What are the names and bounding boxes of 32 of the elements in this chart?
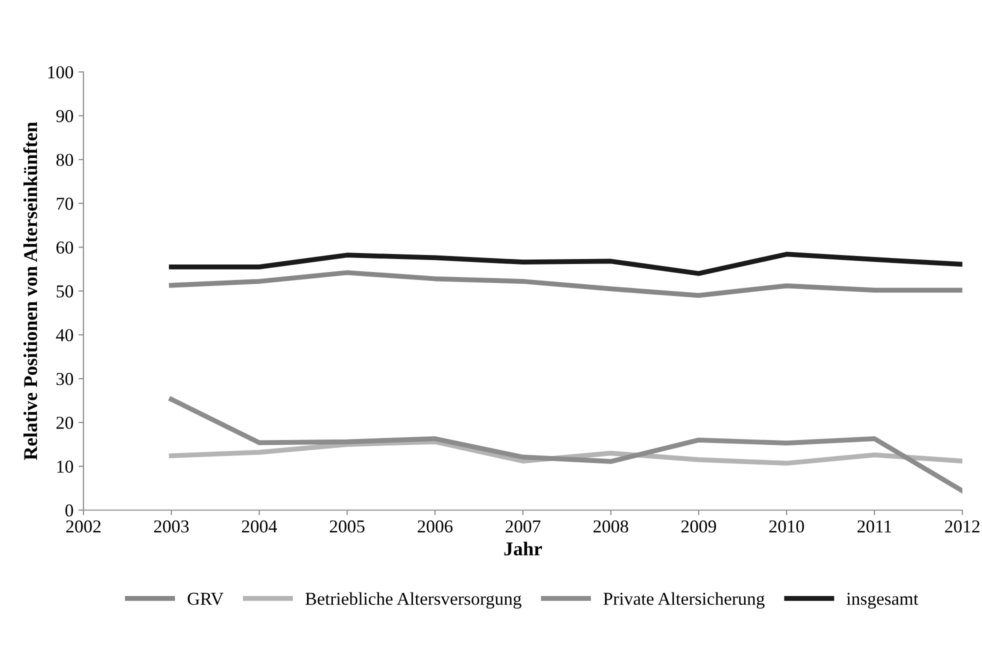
y-tick-label: 90 <box>56 110 74 122</box>
y-tick-label: 40 <box>56 329 74 342</box>
x-tick-label: 2005 <box>330 520 364 533</box>
x-tick-label: 2010 <box>769 520 804 533</box>
x-tick-label: 2011 <box>858 520 892 533</box>
x-tick-label: 2004 <box>242 520 278 533</box>
y-tick-label: 50 <box>56 285 74 298</box>
legend-label: Betriebliche Altersversorgung <box>305 592 522 609</box>
x-tick-label: 2002 <box>66 520 101 533</box>
x-tick-label: 2003 <box>154 520 189 533</box>
x-tick-label: 2008 <box>594 520 628 533</box>
y-tick-label: 0 <box>65 504 74 517</box>
x-tick-label: 2007 <box>506 520 540 533</box>
line-series <box>168 396 962 494</box>
legend-label: GRV <box>188 592 224 606</box>
line-series <box>168 439 962 466</box>
y-tick-label: 10 <box>57 460 74 473</box>
x-tick-label: 2009 <box>681 520 716 533</box>
line-series <box>168 252 962 276</box>
x-tick-label: 2012 <box>945 520 980 533</box>
y-tick-label: 80 <box>56 154 74 166</box>
y-tick-label: 70 <box>56 198 74 210</box>
y-tick-label: 60 <box>56 241 74 254</box>
y-tick-label: 30 <box>56 372 74 386</box>
y-axis-title: Relative Positionen von Alterseinkünften <box>23 122 38 460</box>
y-tick-label: 100 <box>48 66 74 78</box>
legend-label: insgesamt <box>846 592 918 609</box>
line-series <box>168 270 962 298</box>
legend-label: Private Altersicherung <box>604 592 765 609</box>
y-tick-label: 20 <box>56 416 74 429</box>
x-axis-title: Jahr <box>504 542 542 556</box>
x-tick-label: 2006 <box>418 520 453 533</box>
